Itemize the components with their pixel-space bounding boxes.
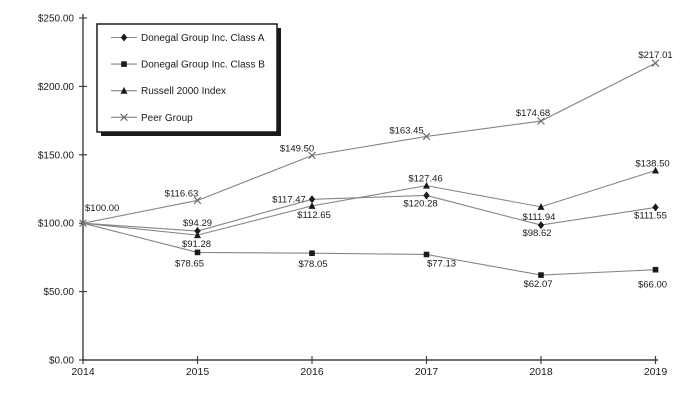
series-markers-donegal-group-inc-class-b [194, 249, 659, 278]
x-marker [193, 196, 202, 205]
data-label: $174.68 [516, 108, 550, 119]
series-line-peer-group [82, 62, 656, 224]
series-data-labels-russell-2000-index: $91.28 $112.65 $127.46 $111.94 $138.50 [182, 159, 670, 251]
legend-label: Donegal Group Inc. Class A [141, 33, 265, 44]
x-tick-label: 2016 [300, 366, 324, 378]
x-marker [422, 132, 431, 141]
data-label: $62.07 [523, 279, 552, 290]
legend: Donegal Group Inc. Class A Donegal Group … [96, 23, 281, 136]
square-marker [538, 272, 544, 278]
series-markers-peer-group [79, 59, 660, 228]
diamond-marker [308, 195, 316, 204]
series-markers-russell-2000-index [194, 166, 659, 239]
data-label: $127.46 [408, 174, 442, 185]
data-label: $117.47 [272, 194, 306, 205]
diamond-marker [652, 203, 659, 212]
y-tick-label: $200.00 [38, 82, 75, 93]
data-label: $112.65 [297, 210, 331, 221]
data-label: $111.55 [634, 210, 667, 221]
legend-item-donegal-group-inc-class-b: Donegal Group Inc. Class B [111, 60, 265, 71]
x-tick-label: 2015 [186, 366, 210, 378]
legend-item-peer-group: Peer Group [111, 113, 193, 124]
data-label: $120.28 [403, 198, 437, 209]
data-label: $66.00 [638, 280, 667, 291]
series-line-russell-2000-index [82, 170, 656, 236]
triangle-marker [194, 231, 201, 239]
data-label: $100.00 [85, 203, 119, 214]
diamond-marker [120, 33, 128, 42]
square-marker [121, 61, 127, 67]
triangle-marker [537, 203, 545, 210]
data-label: $91.28 [182, 239, 211, 250]
x-tick-label: 2017 [415, 366, 439, 378]
x-marker [120, 113, 128, 122]
diamond-marker [423, 191, 430, 200]
series-markers-donegal-group-inc-class-a [194, 191, 659, 236]
data-label: $111.94 [523, 212, 556, 223]
x-tick-label: 2014 [71, 366, 95, 378]
series-data-labels-donegal-group-inc-class-a: $94.29 $117.47 $120.28 $98.62 $111.55 [183, 194, 667, 239]
legend-label: Russell 2000 Index [141, 86, 226, 97]
data-label: $149.50 [280, 143, 314, 154]
square-marker [194, 249, 201, 256]
triangle-marker [652, 166, 659, 174]
y-tick-label: $150.00 [38, 150, 75, 161]
data-label: $116.63 [165, 188, 199, 199]
y-tick-label: $100.00 [38, 219, 75, 230]
y-tick-label: $250.00 [38, 14, 75, 25]
diamond-marker [537, 221, 545, 230]
triangle-marker [120, 86, 128, 94]
square-marker [309, 250, 315, 257]
triangle-marker [423, 181, 430, 189]
series-line-donegal-group-inc-class-a [82, 194, 656, 232]
x-marker [79, 219, 87, 228]
legend-item-russell-2000-index: Russell 2000 Index [111, 86, 226, 97]
triangle-marker [308, 202, 316, 209]
data-label: $98.62 [522, 228, 551, 239]
series-data-labels-peer-group: $100.00 $116.63 $149.50 $163.45 $174.68 $217.… [85, 50, 673, 214]
data-label: $217.01 [638, 50, 672, 61]
data-label: $138.50 [635, 159, 669, 170]
y-tick-label: $0.00 [49, 356, 74, 367]
x-marker [651, 59, 660, 67]
x-marker [537, 117, 545, 125]
series-data-labels-donegal-group-inc-class-b: $78.65 $78.05 $77.13 $62.07 $66.00 [175, 258, 667, 290]
square-marker [423, 251, 430, 258]
data-label: $78.05 [298, 259, 327, 270]
x-tick-label: 2019 [644, 366, 668, 378]
x-tick-label: 2018 [529, 366, 553, 378]
legend-item-donegal-group-inc-class-a: Donegal Group Inc. Class A [111, 33, 265, 44]
y-tick-label: $50.00 [43, 287, 74, 298]
data-label: $163.45 [389, 125, 423, 136]
diamond-marker [194, 227, 201, 236]
legend-label: Peer Group [141, 113, 193, 124]
data-label: $78.65 [175, 258, 204, 269]
legend-label: Donegal Group Inc. Class B [141, 60, 265, 71]
series-line-donegal-group-inc-class-b [82, 222, 656, 276]
data-label: $77.13 [427, 258, 456, 269]
square-marker [652, 266, 659, 273]
x-marker [308, 151, 316, 160]
data-label: $94.29 [183, 218, 212, 229]
